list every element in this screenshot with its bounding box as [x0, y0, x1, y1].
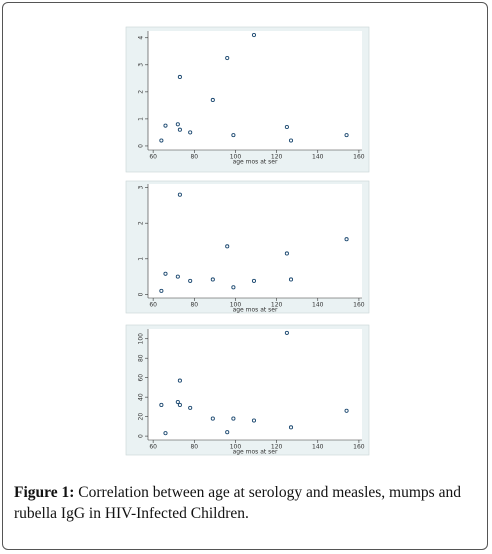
plot-area [148, 329, 362, 440]
x-tick-label: 100 [230, 302, 242, 309]
x-tick-label: 160 [353, 154, 365, 161]
data-point [163, 271, 168, 276]
data-point [210, 416, 215, 421]
y-tick-label: 4 [138, 36, 145, 40]
figure-frame [2, 2, 488, 550]
data-point [163, 123, 168, 128]
data-point [344, 237, 349, 242]
data-point [288, 277, 294, 282]
data-point [177, 192, 182, 197]
figure-caption: Figure 1: Correlation between age at ser… [14, 482, 484, 524]
caption-text: Correlation between age at serology and … [14, 484, 461, 522]
data-point [231, 416, 236, 421]
x-tick-label: 100 [230, 154, 242, 161]
x-tick-label: 140 [312, 302, 324, 309]
data-point [225, 55, 230, 61]
x-tick-label: 160 [353, 444, 365, 451]
data-point [159, 138, 164, 143]
x-tick-label: 120 [271, 154, 283, 161]
x-axis-title: age mos at ser [233, 307, 278, 314]
y-tick-label: 2 [138, 221, 145, 225]
y-tick-label: 20 [138, 413, 145, 421]
data-point [288, 425, 294, 430]
data-point [284, 124, 289, 130]
x-tick-label: 100 [230, 444, 242, 451]
data-point [344, 133, 349, 138]
data-point [251, 33, 257, 38]
y-tick-label: 1 [138, 257, 145, 261]
x-tick-label: 80 [190, 444, 198, 451]
caption-label: Figure 1: [14, 484, 75, 501]
x-tick-label: 60 [149, 302, 157, 309]
data-point [284, 251, 289, 256]
y-tick-label: 0 [138, 144, 145, 148]
data-point [210, 97, 215, 103]
data-point [210, 277, 215, 282]
y-tick-label: 80 [138, 354, 145, 362]
data-point [284, 330, 289, 335]
y-tick-label: 3 [138, 63, 145, 67]
data-point [175, 122, 180, 127]
x-tick-label: 120 [271, 302, 283, 309]
figure-charts: 0 1 2 3 4 60 80 100 120 140 160 age mos at ser 0 1 2 3 6… [125, 26, 370, 456]
x-tick-label: 120 [271, 444, 283, 451]
data-point [177, 378, 182, 383]
plot-area [148, 31, 362, 150]
x-tick-label: 80 [190, 302, 198, 309]
data-point [188, 405, 193, 410]
x-tick-label: 140 [312, 444, 324, 451]
data-point [251, 278, 257, 283]
data-point [344, 408, 349, 413]
data-point [225, 244, 230, 249]
x-tick-label: 140 [312, 154, 324, 161]
data-point [288, 138, 294, 143]
data-point [225, 430, 230, 435]
x-axis-title: age mos at ser [233, 159, 278, 166]
y-tick-label: 60 [138, 374, 145, 382]
data-point [177, 127, 182, 132]
data-point [251, 418, 257, 423]
data-point [177, 402, 182, 407]
data-point [231, 133, 236, 138]
x-axis-title: age mos at ser [233, 449, 278, 456]
y-tick-label: 0 [138, 434, 145, 438]
y-tick-label: 2 [138, 90, 145, 94]
data-point [175, 274, 180, 279]
y-tick-label: 40 [138, 393, 145, 401]
data-point [159, 288, 164, 293]
y-tick-label: 0 [138, 292, 145, 296]
data-point [188, 278, 193, 283]
data-point [177, 74, 182, 80]
y-tick-label: 1 [138, 117, 145, 121]
x-tick-label: 60 [149, 444, 157, 451]
data-point [175, 399, 180, 405]
data-point [163, 431, 168, 436]
data-point [231, 285, 236, 290]
data-point [188, 130, 193, 135]
plot-area [148, 184, 362, 298]
y-tick-label: 100 [138, 333, 145, 345]
x-tick-label: 60 [149, 154, 157, 161]
y-tick-label: 3 [138, 185, 145, 189]
data-point [159, 402, 164, 407]
x-tick-label: 80 [190, 154, 198, 161]
x-tick-label: 160 [353, 302, 365, 309]
